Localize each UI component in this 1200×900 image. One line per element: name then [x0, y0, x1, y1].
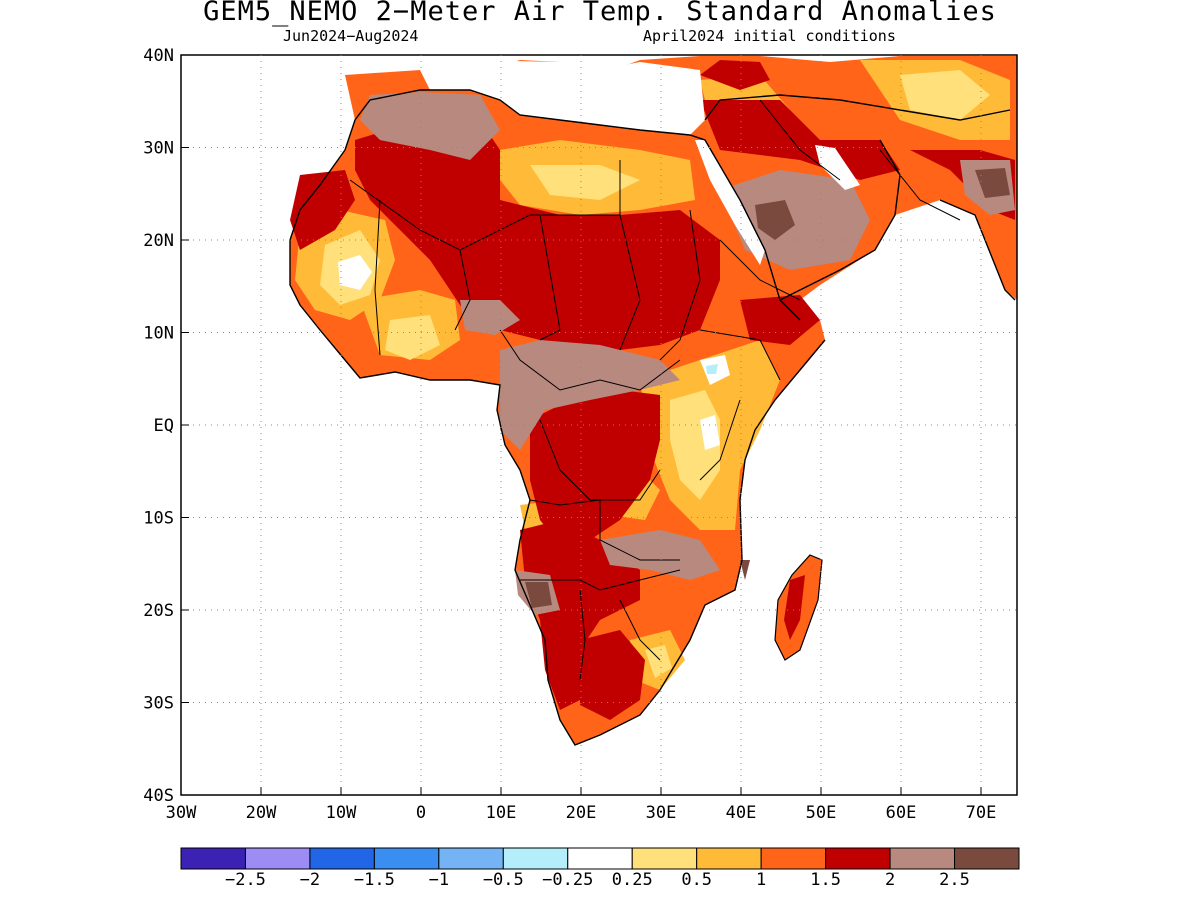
- colorbar-label: −1.5: [353, 870, 395, 890]
- lat-tick-label: 40S: [143, 786, 174, 806]
- lon-tick-label: 40E: [726, 803, 757, 823]
- colorbar-label: 1.5: [810, 870, 841, 890]
- colorbar-label: −1: [428, 870, 450, 890]
- lat-tick-label: 30N: [143, 139, 174, 159]
- graticule: [181, 55, 1017, 795]
- lat-tick-label: EQ: [154, 416, 174, 436]
- anomaly-patch: [740, 295, 820, 345]
- lon-tick-label: 20E: [566, 803, 597, 823]
- anomaly-patch: [385, 315, 440, 360]
- lat-tick-label: 10N: [143, 324, 174, 344]
- country-borders: [349, 99, 961, 681]
- persian-gulf: [815, 145, 860, 190]
- anomaly-patch: [338, 255, 372, 290]
- red-sea: [695, 140, 765, 265]
- anomaly-patch: [645, 645, 672, 678]
- colorbar-label: 0.25: [611, 870, 653, 890]
- anomaly-patch: [355, 120, 720, 350]
- anomaly-patch: [700, 60, 770, 90]
- lon-tick-label: 10E: [486, 803, 517, 823]
- lat-tick-label: 10S: [143, 509, 174, 529]
- colorbar-label: 1: [756, 870, 767, 890]
- anomaly-patch: [520, 520, 640, 710]
- anomaly-patch: [290, 170, 355, 250]
- anomaly-patch: [975, 168, 1010, 198]
- anomaly-patch: [530, 390, 660, 545]
- lon-tick-label: 30E: [646, 803, 677, 823]
- colorbar-swatch: [567, 847, 633, 870]
- colorbar-label: −2: [299, 870, 321, 890]
- lat-tick-label: 30S: [143, 694, 174, 714]
- lat-tick-label: 40N: [143, 46, 174, 66]
- colorbar-label: 2.5: [939, 870, 970, 890]
- anomaly-patch: [700, 100, 900, 180]
- anomaly-patch: [700, 415, 720, 450]
- lon-tick-label: 30W: [166, 803, 197, 823]
- colorbar-swatch: [696, 847, 762, 870]
- initial-conditions: April2024 initial conditions: [643, 27, 896, 45]
- colorbar: [180, 847, 1020, 870]
- anomaly-patch: [500, 340, 680, 450]
- colorbar-swatch: [502, 847, 569, 870]
- anomaly-patch: [580, 630, 645, 720]
- colorbar-swatch: [309, 847, 375, 870]
- colorbar-swatch: [180, 847, 246, 870]
- colorbar-label: −0.5: [482, 870, 524, 890]
- mediterranean-sea: [420, 60, 705, 135]
- lon-tick-label: 20W: [246, 803, 277, 823]
- anomaly-patch: [784, 575, 805, 640]
- colorbar-swatch: [825, 847, 891, 870]
- colorbar-swatch: [438, 847, 504, 870]
- colorbar-label: −0.25: [542, 870, 594, 890]
- anomaly-patch: [525, 582, 552, 608]
- anomaly-patch: [755, 200, 795, 240]
- colorbar-labels: −2.5 −2 −1.5 −1 −0.5 −0.25 0.25 0.5 1 1.5 2 2.5: [0, 870, 1200, 894]
- axis-ticks: 30W 20W 10W 0 10E 20E 30E 40E 50E 60E 70E 40N 30N 20N…: [143, 46, 996, 823]
- anomaly-patch: [600, 530, 720, 580]
- colorbar-swatch: [760, 847, 827, 870]
- colorbar-swatch: [244, 847, 311, 870]
- colorbar-label: 0.5: [681, 870, 713, 890]
- lat-tick-label: 20S: [143, 601, 174, 621]
- map-title: GEM5_NEMO 2−Meter Air Temp. Standard Ano…: [203, 0, 997, 27]
- lon-tick-label: 60E: [886, 803, 917, 823]
- colorbar-label: −2.5: [224, 870, 266, 890]
- lon-tick-label: 50E: [806, 803, 837, 823]
- anomaly-patch: [740, 560, 750, 580]
- colorbar-swatch: [889, 847, 956, 870]
- anomaly-patch: [460, 300, 520, 335]
- anomaly-patch: [530, 165, 640, 200]
- anomaly-patch: [706, 364, 718, 374]
- lon-tick-label: 10W: [326, 803, 357, 823]
- lon-tick-label: 0: [416, 803, 426, 823]
- colorbar-swatch: [631, 847, 698, 870]
- colorbar-swatch: [373, 847, 440, 870]
- lat-tick-label: 20N: [143, 231, 174, 251]
- anomaly-patch: [360, 92, 500, 160]
- colorbar-swatch: [954, 847, 1020, 870]
- forecast-period: Jun2024−Aug2024: [283, 27, 419, 45]
- lon-tick-label: 70E: [966, 803, 997, 823]
- colorbar-label: 2: [884, 870, 896, 890]
- anomaly-patch: [900, 70, 990, 120]
